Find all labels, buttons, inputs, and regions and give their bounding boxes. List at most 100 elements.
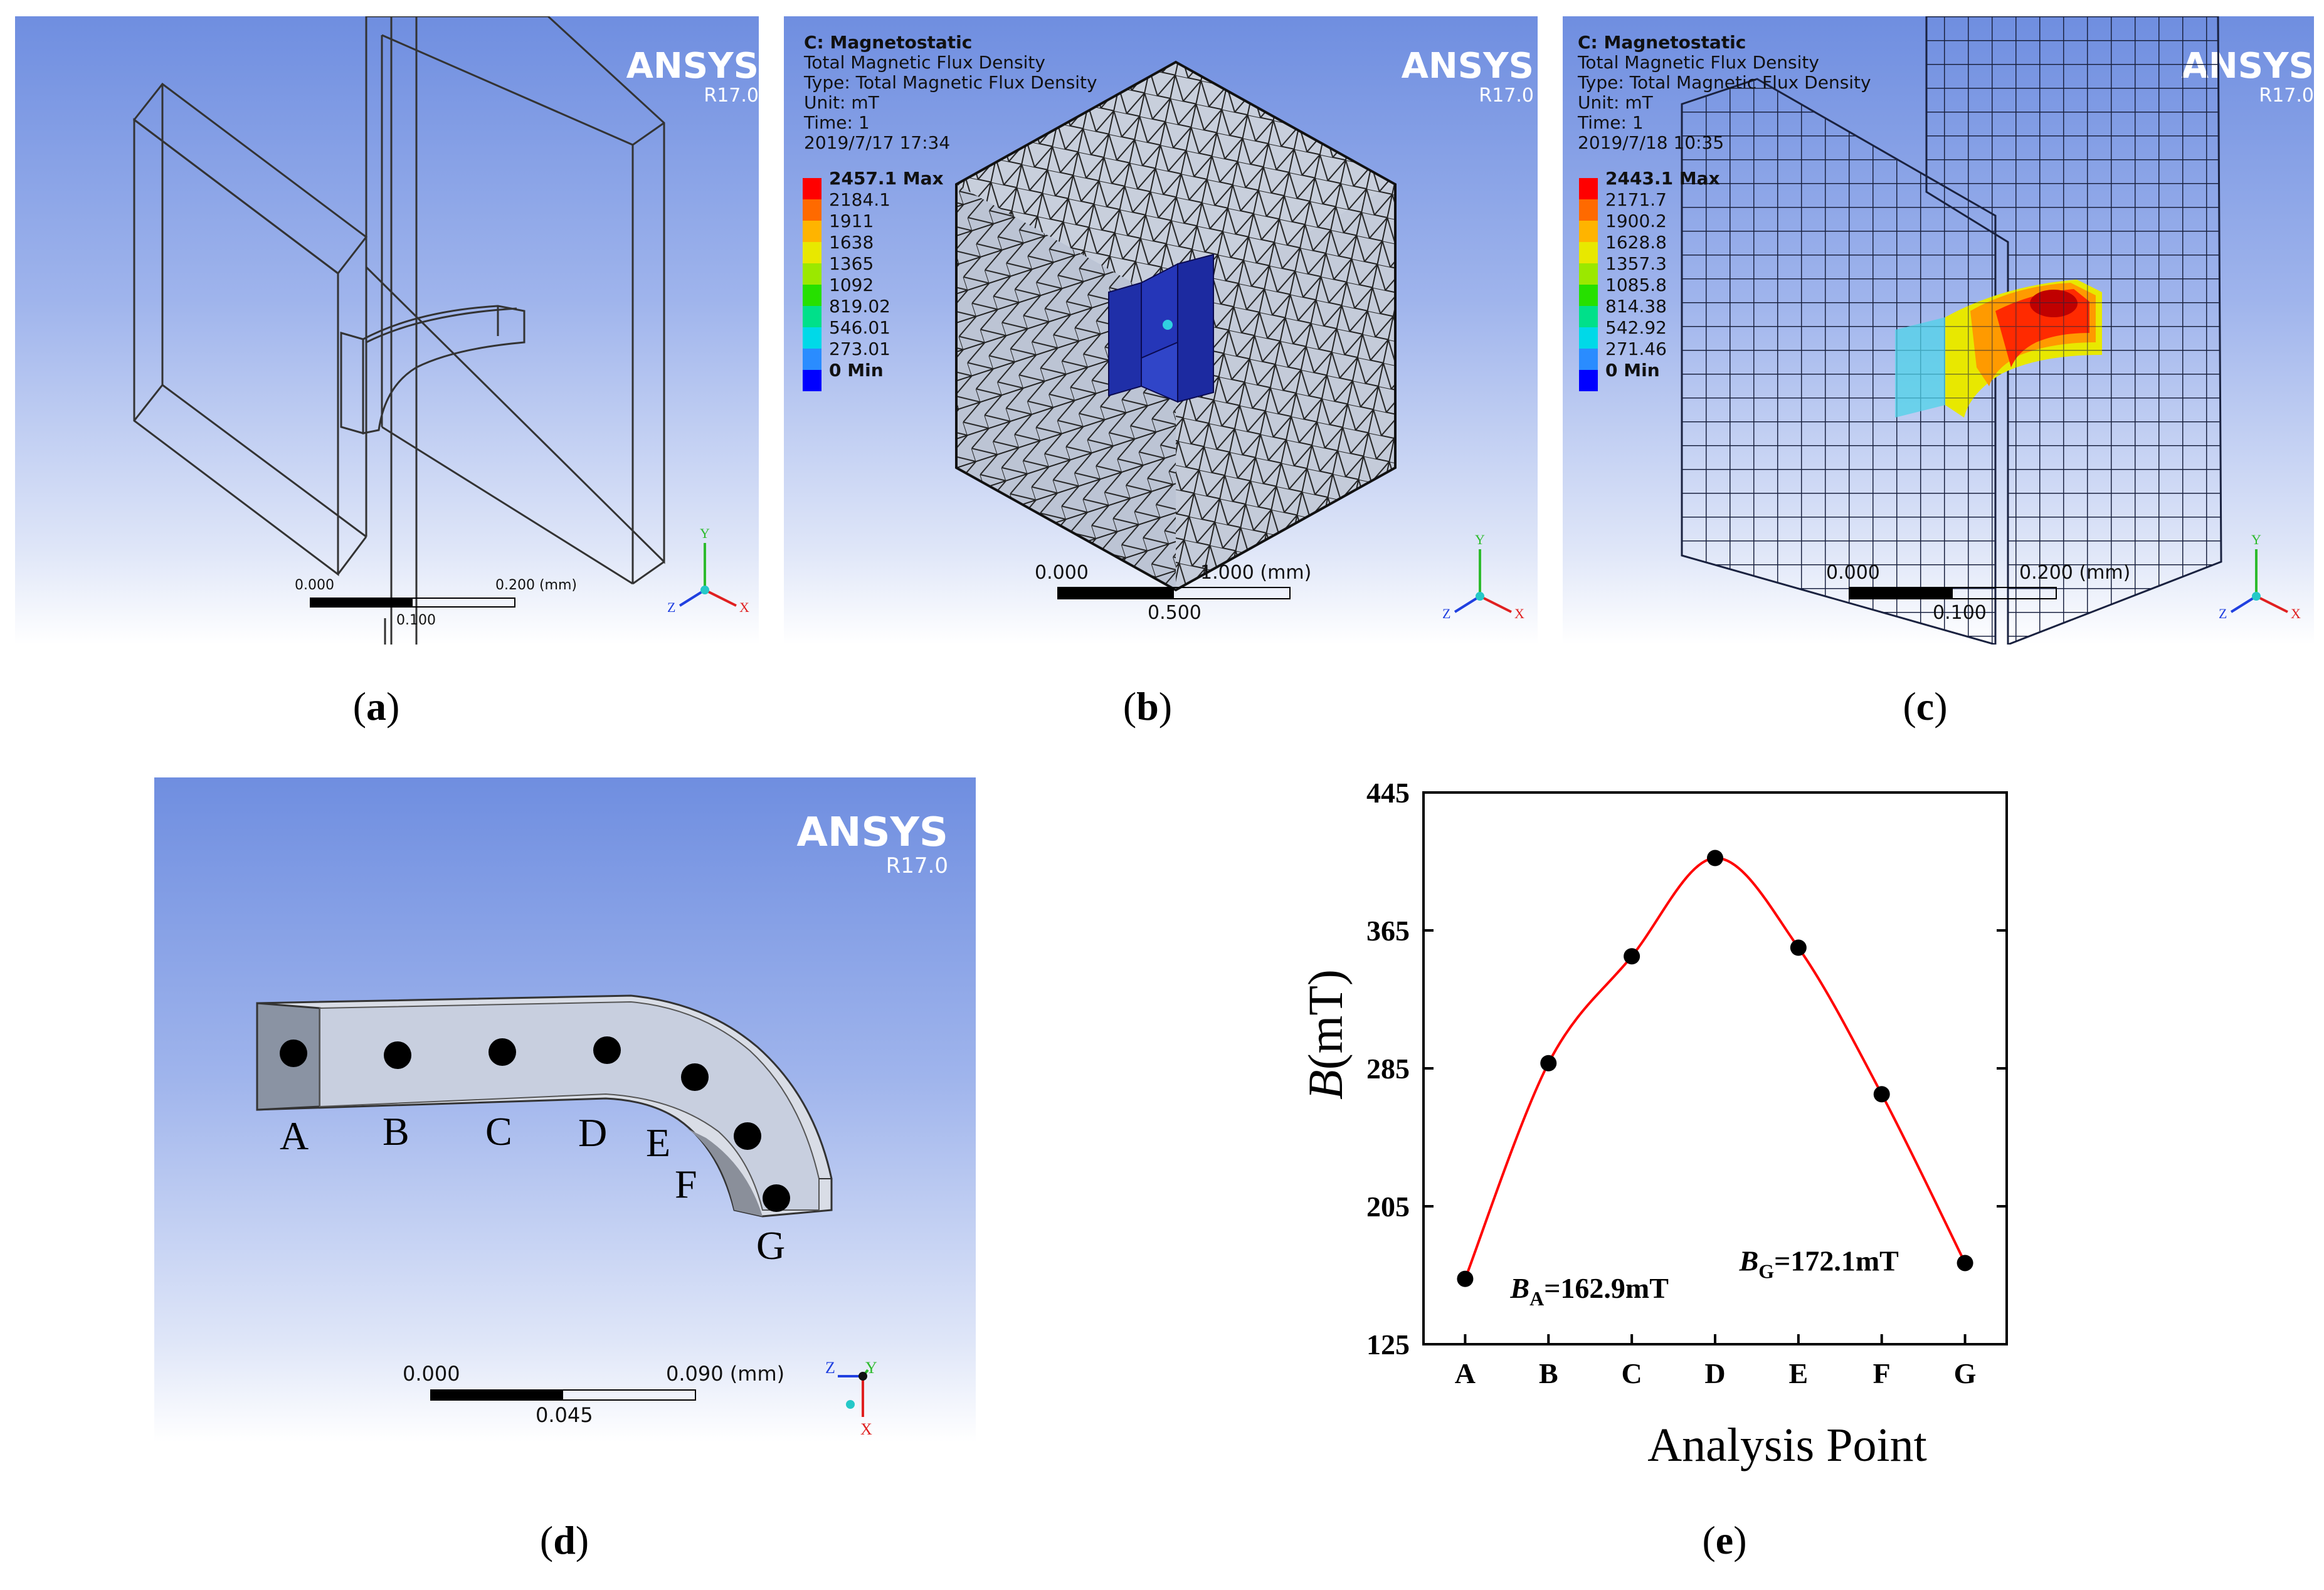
point-label-d: D [578,1110,608,1155]
legend-swatch [1579,370,1598,391]
svg-text:Z: Z [667,599,675,615]
legend-swatch [803,221,821,242]
x-tick-label: B [1539,1357,1558,1389]
data-point [1457,1270,1474,1287]
legend-swatch [803,178,821,199]
legend-label: 0 Min [829,360,884,381]
analysis-title: C: Magnetostatic [1578,32,1746,53]
x-tick-label: C [1622,1357,1642,1389]
legend-swatch [1579,199,1598,221]
y-axis-var: B [1298,1070,1353,1100]
caption-d: (d) [539,1518,589,1562]
scale-right: 1.000 (mm) [1200,562,1312,584]
legend-swatch [1579,285,1598,306]
axis-triad: Y X Z [667,525,749,615]
ansys-logo: ANSYS R17.0 [1402,49,1534,105]
flux-core [1895,280,2102,418]
scale-mid: 0.500 [1148,602,1202,624]
y-tick-label: 125 [1366,1329,1410,1361]
result-header: C: Magnetostatic Total Magnetic Flux Den… [1578,33,1871,153]
result-date: 2019/7/18 10:35 [1578,132,1725,153]
core-model [256,994,833,1218]
legend-swatch [803,285,821,306]
brand-version: R17.0 [1479,85,1534,107]
brand-name: ANSYS [626,46,759,87]
legend-swatch [1579,178,1598,199]
svg-text:Y: Y [700,525,710,541]
axis-triad: Z Y X [825,1359,877,1438]
data-point [1624,948,1640,965]
result-type: Type: Total Magnetic Flux Density [804,72,1097,93]
svg-text:Z: Z [1442,606,1450,621]
legend-label: 1638 [829,232,874,253]
svg-text:Y: Y [865,1359,877,1377]
legend-label: 2171.7 [1605,189,1667,210]
data-point [1707,850,1723,866]
caption-e: (e) [1702,1518,1747,1562]
legend-label: 271.46 [1605,339,1667,359]
y-tick-label: 365 [1366,915,1410,947]
analysis-point-markers [280,1036,790,1212]
scale-bar: 0.000 0.090 (mm) 0.045 [403,1362,784,1431]
y-tick-label: 285 [1366,1053,1410,1085]
y-tick-label: 445 [1366,777,1410,809]
caption-letter: c [1916,684,1935,729]
panel-c-flux: ANSYS R17.0 C: Magnetostatic Total Magne… [1563,16,2314,645]
ansys-logo: ANSYS R17.0 [796,813,948,877]
scale-left: 0.000 [1035,562,1089,584]
svg-text:Y: Y [2251,532,2261,547]
panel-d-analysis-points: ANSYS R17.0 A B C D E F G 0.000 0.090 (m… [154,777,976,1442]
scale-bar: 0.000 0.200 (mm) 0.100 [1826,562,2130,624]
svg-text:Y: Y [1475,532,1485,547]
data-point [1957,1255,1973,1271]
legend-label: 0 Min [1605,360,1660,381]
scale-right: 0.090 (mm) [666,1362,785,1386]
legend-label: 1365 [829,253,874,274]
result-name: Total Magnetic Flux Density [804,52,1045,73]
panel-b-mesh: ANSYS R17.0 C: Magnetostatic Total Magne… [784,16,1538,645]
caption-letter: a [366,684,386,729]
point-label-f: F [675,1162,697,1206]
point-d-marker [593,1036,621,1064]
caption-a: (a) [352,684,400,729]
result-time: Time: 1 [804,112,870,133]
legend-swatch [803,349,821,370]
legend-label: 542.92 [1605,317,1667,338]
mesh-cube [955,60,1397,592]
result-unit: Unit: mT [804,92,879,113]
scale-left: 0.000 [403,1362,460,1386]
legend-swatch [803,327,821,349]
legend-swatch [1579,349,1598,370]
legend-label: 1628.8 [1605,232,1667,253]
legend-swatch [1579,221,1598,242]
scale-right: 0.200 (mm) [2019,562,2131,584]
legend-label: 273.01 [829,339,890,359]
annotation-bg: BG=172.1mT [1739,1245,1899,1282]
flux-wireframe [1681,16,2222,645]
axis-triad: Y X Z [2219,532,2301,621]
legend-swatch [803,306,821,327]
scale-bar: 0.000 1.000 (mm) 0.500 [1035,562,1311,624]
plot-frame [1422,791,2008,1345]
legend-swatch [1579,242,1598,263]
y-tick-label: 205 [1366,1191,1410,1223]
svg-text:X: X [1514,606,1524,621]
annotation-ba: BA=162.9mT [1509,1272,1669,1310]
data-point [1873,1086,1890,1103]
point-label-g: G [756,1223,786,1268]
brand-version: R17.0 [704,85,759,107]
result-header: C: Magnetostatic Total Magnetic Flux Den… [804,33,1097,153]
legend-label: 1085.8 [1605,275,1667,295]
point-a-marker [280,1040,307,1067]
result-time: Time: 1 [1578,112,1644,133]
legend-label: 1911 [829,211,874,231]
scale-left: 0.000 [1826,562,1880,584]
legend-label: 2457.1 Max [829,168,944,189]
scale-left: 0.000 [295,577,334,593]
geometry-wireframe [132,16,665,645]
scale-bar: 0.000 0.200 (mm) 0.100 [295,577,577,628]
data-point [1540,1055,1557,1071]
axis-triad: Y X Z [1442,532,1524,621]
legend-label: 1357.3 [1605,253,1667,274]
brand-version: R17.0 [2259,85,2314,107]
